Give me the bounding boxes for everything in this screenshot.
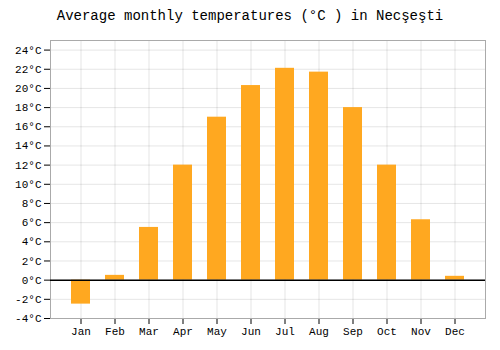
svg-text:Jul: Jul xyxy=(275,326,295,338)
svg-text:Oct: Oct xyxy=(377,326,397,338)
svg-text:-4°C: -4°C xyxy=(15,313,42,325)
svg-text:12°C: 12°C xyxy=(15,160,42,172)
svg-text:May: May xyxy=(207,326,227,338)
svg-text:22°C: 22°C xyxy=(15,64,42,76)
svg-text:24°C: 24°C xyxy=(15,45,42,57)
svg-text:Jun: Jun xyxy=(241,326,261,338)
svg-text:Jan: Jan xyxy=(71,326,91,338)
svg-text:6°C: 6°C xyxy=(22,217,42,229)
svg-text:10°C: 10°C xyxy=(15,179,42,191)
svg-text:Dec: Dec xyxy=(445,326,465,338)
svg-text:16°C: 16°C xyxy=(15,121,42,133)
svg-text:2°C: 2°C xyxy=(22,256,42,268)
svg-text:4°C: 4°C xyxy=(22,236,42,248)
svg-text:8°C: 8°C xyxy=(22,198,42,210)
svg-text:Nov: Nov xyxy=(411,326,431,338)
svg-text:Apr: Apr xyxy=(173,326,193,338)
svg-text:-2°C: -2°C xyxy=(15,294,42,306)
svg-text:20°C: 20°C xyxy=(15,83,42,95)
svg-text:Sep: Sep xyxy=(343,326,363,338)
svg-text:Aug: Aug xyxy=(309,326,329,338)
svg-text:Mar: Mar xyxy=(139,326,159,338)
html-text:Average monthly temperatures (: Average monthly temperatures (°C ) in Ne… xyxy=(56,8,444,24)
svg-text:Feb: Feb xyxy=(105,326,125,338)
svg-text:0°C: 0°C xyxy=(22,275,42,287)
svg-text:14°C: 14°C xyxy=(15,140,42,152)
svg-text:18°C: 18°C xyxy=(15,102,42,114)
